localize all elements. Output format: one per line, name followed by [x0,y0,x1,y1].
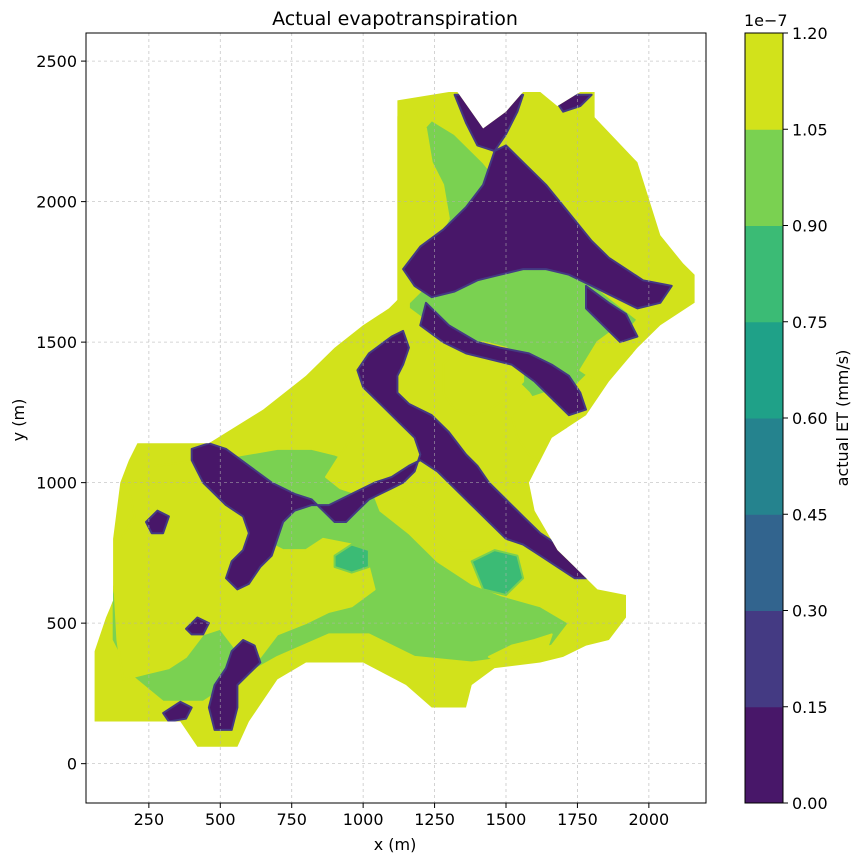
y-tick-label: 0 [67,755,77,774]
contour-region-19 [145,509,170,535]
x-tick-label: 1500 [486,810,527,829]
colorbar-band-1 [745,610,783,708]
x-tick-label: 750 [276,810,307,829]
colorbar-band-0 [745,706,783,804]
y-tick-label: 1000 [36,474,77,493]
colorbar-tick-label: 0.90 [792,217,828,236]
x-tick-label: 2000 [628,810,669,829]
colorbar-tick-label: 0.15 [792,698,828,717]
contour-region-16 [585,284,639,344]
x-tick-label: 1000 [343,810,384,829]
y-tick-label: 2000 [36,193,77,212]
colorbar-band-2 [745,514,783,611]
colorbar-tick-label: 0.00 [792,794,828,813]
colorbar-tick-label: 0.75 [792,313,828,332]
colorbar-tick-label: 0.30 [792,602,828,621]
contour-region-21 [162,700,193,723]
colorbar: 0.00 0.15 0.30 0.45 0.60 0.75 0.90 1.05 1.20 [744,24,828,813]
colorbar-band-7 [745,33,783,130]
contour-region-20 [185,616,210,636]
colorbar-label: actual ET (mm/s) [833,350,852,487]
colorbar-band-5 [745,225,783,323]
colorbar-tick-label: 1.20 [792,24,828,43]
y-tick-label: 1500 [36,333,77,352]
colorbar-tick-label: 1.05 [792,120,828,139]
contour-region-18 [207,639,262,731]
x-tick-label: 1250 [414,810,455,829]
plot-area [94,92,695,747]
colorbar-offset-text: 1e−7 [744,11,788,30]
y-tick-label: 2500 [36,52,77,71]
contour-region-9 [487,633,553,664]
plot-frame [85,32,707,804]
colorbar-tick-label: 0.60 [792,409,828,428]
colorbar-band-4 [745,321,783,419]
colorbar-band-6 [745,129,783,226]
x-tick-label: 500 [205,810,236,829]
chart-title: Actual evapotranspiration [272,8,518,30]
x-axis-label: x (m) [374,835,417,854]
y-axis-label: y (m) [9,399,28,442]
x-tick-label: 250 [134,810,165,829]
contour-region-11 [333,543,370,574]
contour-region-12 [402,144,673,310]
axes: 250 500 750 1000 1250 1500 1750 2000 0 500 1000 150… [36,32,707,829]
colorbar-tick-label: 0.45 [792,505,828,524]
colorbar-band-3 [745,418,783,515]
y-tick-label: 500 [46,614,77,633]
contour-region-17 [190,329,593,591]
contour-region-10 [470,549,525,596]
x-tick-label: 1750 [557,810,598,829]
